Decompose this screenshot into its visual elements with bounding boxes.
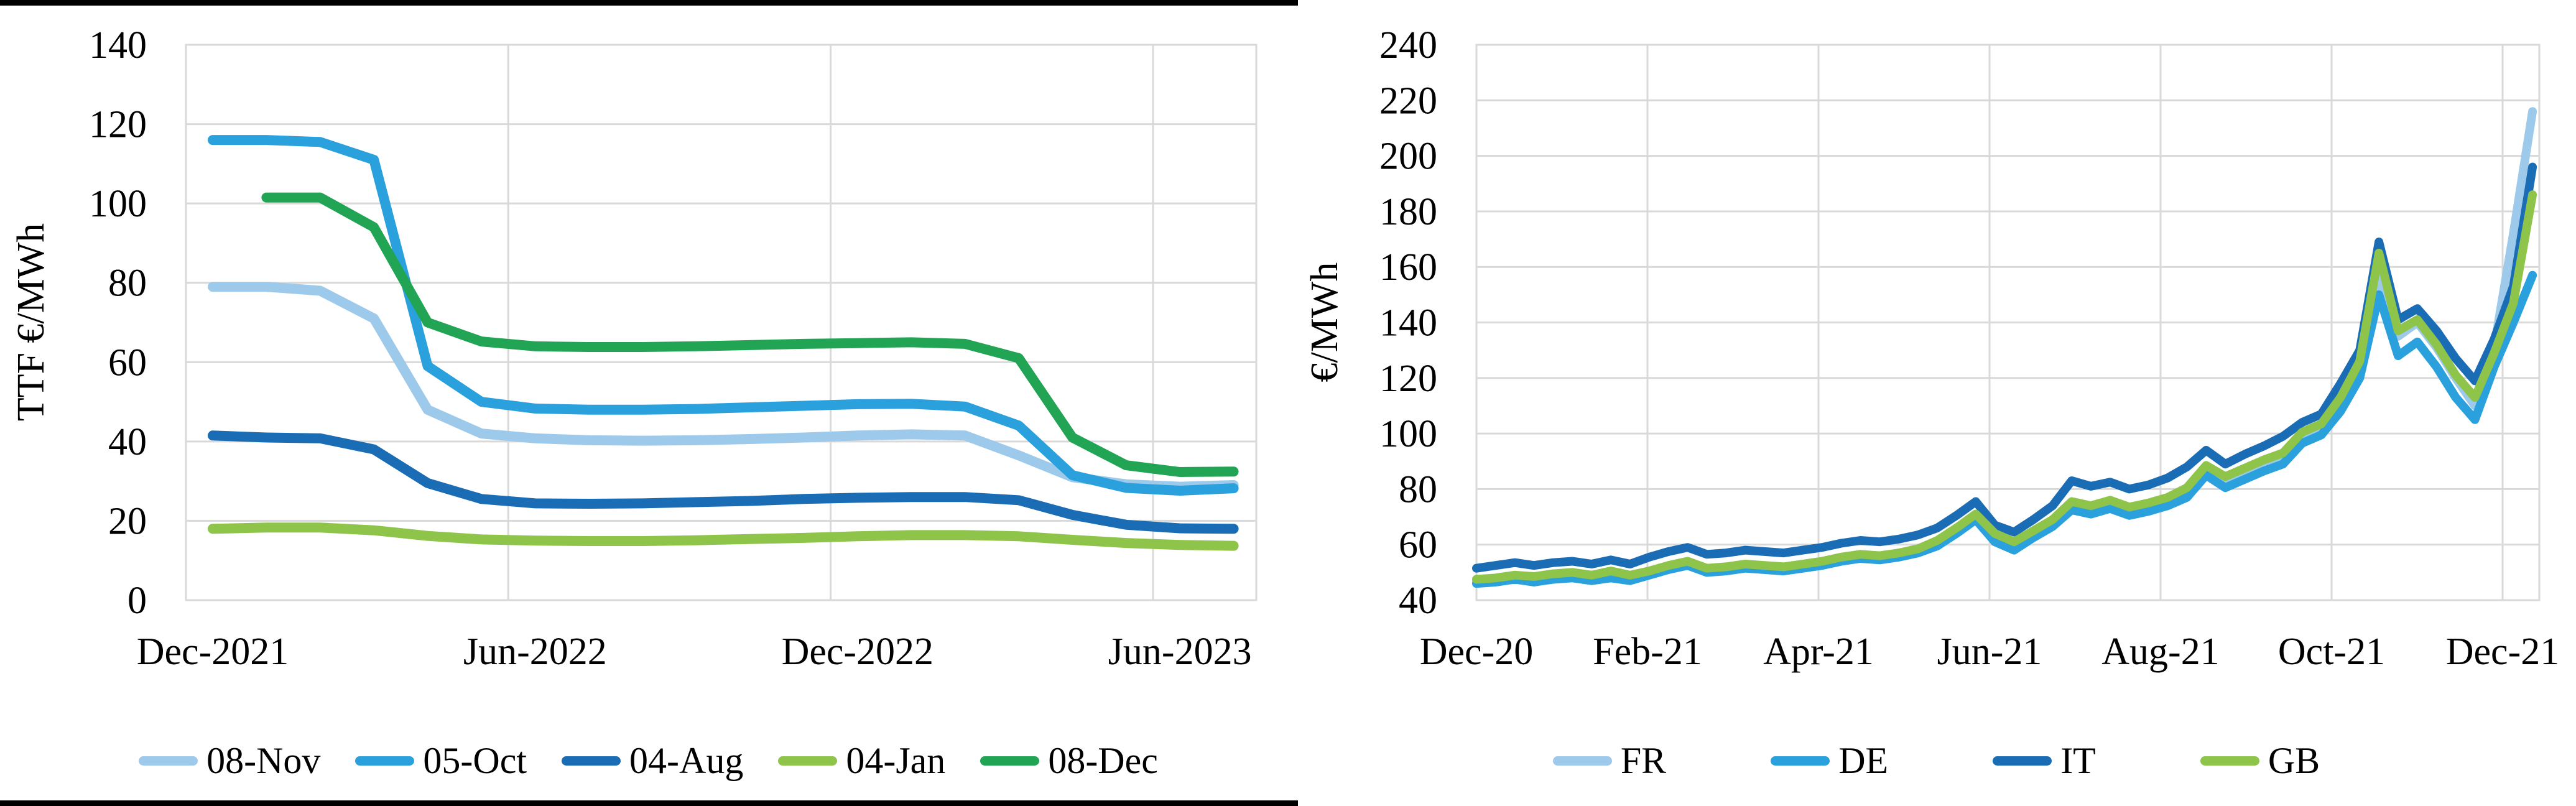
plot-border bbox=[1475, 44, 2541, 601]
legend-item-gb: GB bbox=[2200, 742, 2320, 779]
legend-swatch-it bbox=[1993, 756, 2052, 766]
x-tick-label: Feb-21 bbox=[1593, 631, 1702, 673]
series-line-gb bbox=[1472, 190, 2537, 584]
series-line-04-jan bbox=[208, 522, 1239, 551]
series-line-04-aug bbox=[208, 430, 1239, 534]
power-price-history-chart: €/MWh 40 60 80 100 120 140 160 180 200 220 240 Dec-… bbox=[1304, 24, 2559, 673]
y-tick-label: 200 bbox=[1379, 136, 1437, 178]
x-tick-label: Jun-2023 bbox=[1108, 631, 1252, 673]
y-tick-label: 120 bbox=[1379, 358, 1437, 400]
x-tick-label: Oct-21 bbox=[2278, 631, 2385, 673]
legend-label: GB bbox=[2268, 740, 2320, 781]
x-tick-label: Dec-20 bbox=[1420, 631, 1533, 673]
y-tick-label: 100 bbox=[89, 183, 147, 225]
legend-item-fr: FR bbox=[1552, 740, 1667, 781]
x-tick-label: Dec-21 bbox=[2446, 631, 2559, 673]
y-tick-label: 120 bbox=[89, 104, 147, 146]
legend-item-de: DE bbox=[1771, 742, 1888, 779]
series-line-08-dec bbox=[261, 192, 1239, 477]
x-tick-label: Jun-2022 bbox=[463, 631, 607, 673]
plot-border bbox=[185, 44, 1258, 601]
legend-swatch-05-oct bbox=[355, 756, 415, 766]
y-tick-label: 20 bbox=[108, 500, 147, 542]
legend-label: 04-Aug bbox=[629, 740, 744, 781]
series-line-fr bbox=[1472, 107, 2537, 585]
y-tick-label: 140 bbox=[1379, 302, 1437, 345]
y-tick-label: 180 bbox=[1379, 191, 1437, 233]
y-tick-label: 60 bbox=[108, 341, 147, 384]
legend-item-it: IT bbox=[1993, 742, 2096, 779]
x-tick-label: Aug-21 bbox=[2101, 631, 2219, 673]
series-line-08-nov bbox=[208, 282, 1239, 492]
y-tick-label: 80 bbox=[108, 262, 147, 305]
legend-label: DE bbox=[1838, 740, 1889, 781]
y-tick-label: 160 bbox=[1379, 246, 1437, 289]
legend-label: 04-Jan bbox=[846, 740, 946, 781]
x-tick-label: Jun-21 bbox=[1937, 631, 2042, 673]
series-line-05-oct bbox=[208, 135, 1239, 496]
y-tick-label: 100 bbox=[1379, 413, 1437, 455]
legend-item-04-jan: 04-Jan bbox=[778, 742, 945, 779]
right-y-axis-title: €/MWh bbox=[1304, 262, 1346, 382]
legend-item-08-dec: 08-Dec bbox=[980, 742, 1158, 779]
legend-swatch-fr bbox=[1552, 756, 1612, 766]
legend-item-05-oct: 05-Oct bbox=[355, 742, 527, 779]
left-y-axis-title: TTF €/MWh bbox=[10, 223, 52, 422]
y-tick-label: 80 bbox=[1399, 468, 1437, 511]
legend-item-04-aug: 04-Aug bbox=[562, 742, 743, 779]
legend-label: IT bbox=[2060, 740, 2096, 781]
ttf-forward-curve-chart: TTF €/MWh 0 20 40 60 80 100 120 140 Dec-2021 Jun-… bbox=[10, 24, 1258, 673]
x-tick-label: Dec-2022 bbox=[782, 631, 934, 673]
left-chart-legend: 08-Nov 05-Oct 04-Aug 04-Jan 08-Dec bbox=[0, 733, 1297, 789]
legend-label: 05-Oct bbox=[423, 740, 527, 781]
right-chart-legend: FR DE IT GB bbox=[1297, 733, 2576, 789]
legend-swatch-04-jan bbox=[778, 756, 838, 766]
legend-label: FR bbox=[1620, 740, 1667, 781]
y-tick-label: 40 bbox=[108, 421, 147, 463]
y-tick-label: 40 bbox=[1399, 580, 1437, 622]
left-panel-bottom-rule bbox=[0, 800, 1298, 806]
legend-item-08-nov: 08-Nov bbox=[139, 742, 320, 779]
y-tick-label: 220 bbox=[1379, 80, 1437, 122]
legend-label: 08-Nov bbox=[206, 740, 321, 781]
left-panel-top-rule bbox=[0, 0, 1298, 6]
y-tick-label: 240 bbox=[1379, 24, 1437, 67]
y-tick-label: 0 bbox=[127, 580, 147, 622]
legend-swatch-08-nov bbox=[139, 756, 198, 766]
y-tick-label: 60 bbox=[1399, 524, 1437, 567]
legend-swatch-08-dec bbox=[980, 756, 1040, 766]
x-tick-label: Apr-21 bbox=[1763, 631, 1874, 673]
legend-swatch-gb bbox=[2200, 756, 2259, 766]
legend-swatch-04-aug bbox=[562, 756, 621, 766]
legend-swatch-de bbox=[1771, 756, 1830, 766]
legend-label: 08-Dec bbox=[1048, 740, 1158, 781]
y-tick-label: 140 bbox=[89, 24, 147, 67]
x-tick-label: Dec-2021 bbox=[137, 631, 289, 673]
series-line-it bbox=[1472, 162, 2537, 573]
